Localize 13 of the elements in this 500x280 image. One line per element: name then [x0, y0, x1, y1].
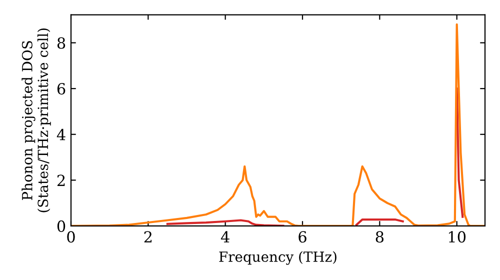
x-tick-label: 8 — [376, 231, 384, 243]
y-tick-label: 4 — [56, 128, 66, 140]
x-tick-label: 4 — [220, 231, 230, 242]
y-tick-label: 6 — [57, 83, 66, 95]
y-tick-label: 2 — [57, 174, 65, 186]
y-axis-title: Phonon projected DOS (States/THz·primitive cell) — [22, 28, 51, 212]
x-tick-label: 6 — [298, 231, 306, 243]
y-tick-label: 8 — [57, 37, 66, 49]
x-axis-title: Frequency (THz) — [219, 251, 336, 265]
y-tick-label: 0 — [57, 220, 66, 232]
x-tick-label: 10 — [448, 231, 466, 243]
x-tick-label: 2 — [144, 231, 152, 242]
x-tick-label: 0 — [67, 231, 75, 243]
